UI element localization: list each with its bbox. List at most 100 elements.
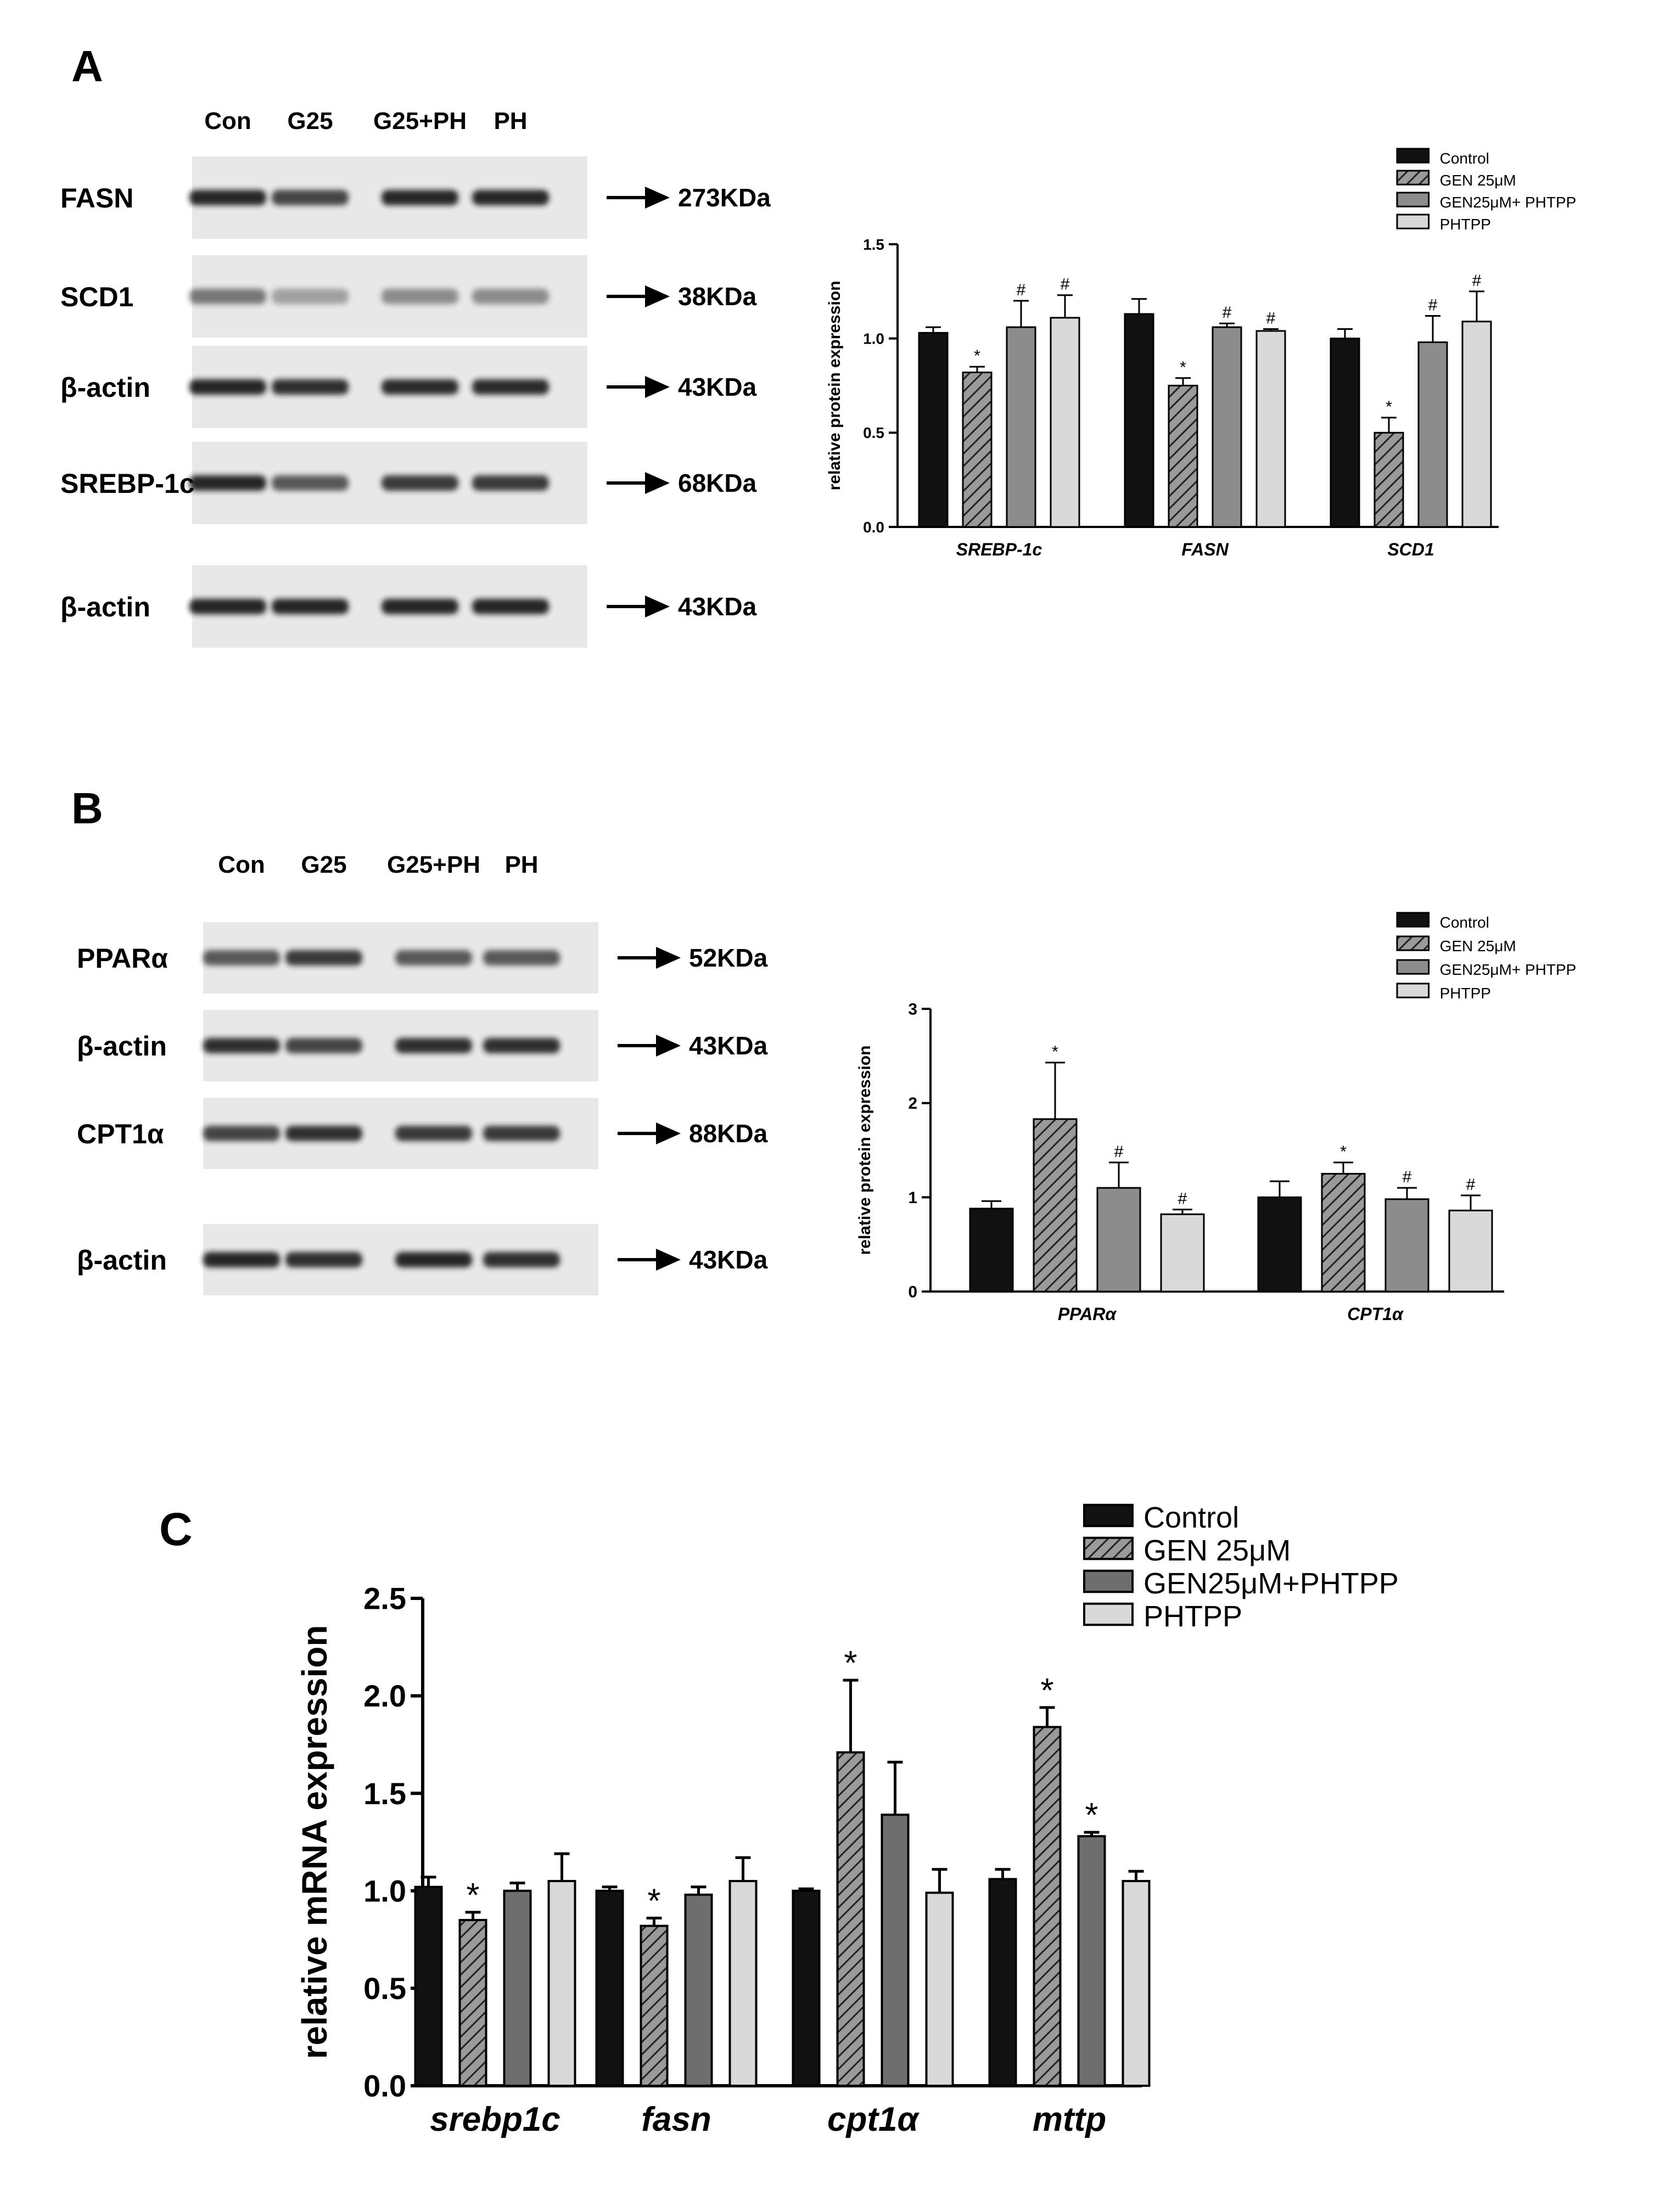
- y-tick-label: 0: [908, 1283, 917, 1301]
- x-category-label: mttp: [1033, 2101, 1106, 2138]
- x-category-label: PPARα: [1058, 1304, 1117, 1324]
- legend-label: GEN25μM+ PHTPP: [1440, 194, 1577, 211]
- legend-swatch: [1083, 1602, 1134, 1626]
- significance-mark: *: [974, 347, 980, 365]
- blot-band: [272, 289, 349, 304]
- bar: [1033, 1726, 1062, 2087]
- y-axis-title: relative protein expression: [826, 281, 844, 491]
- legend-swatch: [1083, 1536, 1134, 1560]
- bar: [595, 1889, 624, 2087]
- blot-band: [382, 289, 458, 304]
- molecular-weight-label: 52KDa: [689, 944, 768, 972]
- bar: [1417, 341, 1448, 528]
- x-category-label: cpt1α: [827, 2101, 920, 2138]
- bar: [925, 1891, 954, 2087]
- bar: [1096, 1187, 1141, 1293]
- legend-label: Control: [1440, 150, 1489, 167]
- significance-mark: #: [1017, 281, 1026, 299]
- bar: [458, 1919, 487, 2087]
- significance-mark: *: [1340, 1143, 1347, 1161]
- bar: [962, 371, 993, 528]
- significance-mark: #: [1266, 310, 1276, 328]
- significance-mark: *: [466, 1877, 479, 1915]
- legend-label: GEN25μM+ PHTPP: [1440, 961, 1577, 978]
- blot-band: [203, 1252, 280, 1267]
- molecular-weight-label: 38KDa: [678, 282, 757, 311]
- x-category-label: SCD1: [1387, 540, 1434, 559]
- legend-label: GEN 25μM: [1440, 172, 1516, 189]
- bar-chart-protein-a: 0.0 0.5 1.0 1.5 relative protein expression S…: [826, 148, 1577, 559]
- lane-label: PH: [494, 108, 527, 134]
- y-tick-label: 1.5: [363, 1776, 406, 1811]
- blot-band: [189, 475, 266, 491]
- blot-band: [472, 190, 549, 205]
- blot-band: [189, 190, 266, 205]
- legend-swatch: [1083, 1569, 1134, 1593]
- blot-band: [382, 190, 458, 205]
- legend-label: Control: [1440, 914, 1489, 931]
- legend-swatch: [1396, 912, 1430, 928]
- bar: [1257, 1196, 1302, 1293]
- bar: [1050, 317, 1080, 528]
- blot-band: [382, 599, 458, 614]
- significance-mark: #: [1428, 296, 1438, 314]
- blot-band: [483, 1126, 560, 1141]
- y-tick-label: 0.5: [863, 424, 884, 441]
- blot-band: [382, 379, 458, 395]
- blot-protein-label: FASN: [60, 183, 133, 214]
- bar: [792, 1889, 821, 2087]
- arrow-head: [645, 596, 670, 617]
- blot-band: [483, 950, 560, 965]
- y-tick-label: 3: [908, 1001, 917, 1019]
- bar: [1077, 1835, 1106, 2087]
- molecular-weight-label: 43KDa: [689, 1031, 768, 1060]
- bar: [1033, 1118, 1078, 1293]
- western-blot-panel-b: Con G25 G25+PH PH PPARα 52KDa β-actin 43KDa CPT1…: [77, 851, 768, 1295]
- arrow-head: [656, 947, 681, 969]
- legend-swatch: [1396, 148, 1430, 164]
- y-tick-label: 1.5: [863, 236, 884, 253]
- blot-band: [285, 1252, 362, 1267]
- lane-label: G25: [301, 851, 346, 878]
- blot-band: [395, 1252, 472, 1267]
- molecular-weight-label: 43KDa: [678, 373, 757, 401]
- arrow-head: [645, 472, 670, 494]
- bar: [1384, 1198, 1429, 1293]
- legend-label: GEN25μM+PHTPP: [1143, 1567, 1399, 1600]
- legend-swatch: [1396, 214, 1430, 229]
- bar: [836, 1751, 865, 2087]
- blot-band: [472, 379, 549, 395]
- legend-label: PHTPP: [1440, 216, 1491, 233]
- arrow-head: [656, 1249, 681, 1271]
- bar-chart-protein-b: 0 1 2 3 relative protein expression PPARα * # # C…: [856, 912, 1577, 1324]
- bar: [1122, 1880, 1151, 2087]
- blot-protein-label: β-actin: [60, 372, 150, 403]
- blot-band: [285, 1038, 362, 1053]
- bar: [1212, 326, 1242, 528]
- blot-band: [203, 1126, 280, 1141]
- panel-letter-c: C: [159, 1503, 193, 1555]
- panel-letter-a: A: [71, 42, 103, 91]
- legend-label: GEN 25μM: [1143, 1534, 1291, 1567]
- significance-mark: #: [1223, 304, 1232, 322]
- legend-swatch: [1083, 1503, 1134, 1528]
- significance-mark: *: [1040, 1672, 1053, 1710]
- bar: [918, 332, 949, 528]
- x-category-label: SREBP-1c: [956, 540, 1042, 559]
- y-tick-label: 0.0: [863, 519, 884, 536]
- blot-protein-label: SREBP-1c: [60, 468, 195, 499]
- blot-band: [472, 289, 549, 304]
- bar: [988, 1878, 1017, 2087]
- significance-mark: #: [1114, 1143, 1124, 1161]
- bar: [640, 1924, 669, 2087]
- y-tick-label: 0.0: [363, 2069, 406, 2103]
- arrow-head: [656, 1122, 681, 1144]
- significance-mark: *: [1085, 1796, 1098, 1834]
- bar: [1461, 321, 1492, 528]
- y-tick-label: 1: [908, 1189, 917, 1207]
- x-category-label: FASN: [1181, 540, 1229, 559]
- bar: [503, 1889, 532, 2087]
- bar: [1006, 326, 1036, 528]
- significance-mark: *: [1180, 358, 1186, 377]
- y-tick-label: 2.5: [363, 1581, 406, 1616]
